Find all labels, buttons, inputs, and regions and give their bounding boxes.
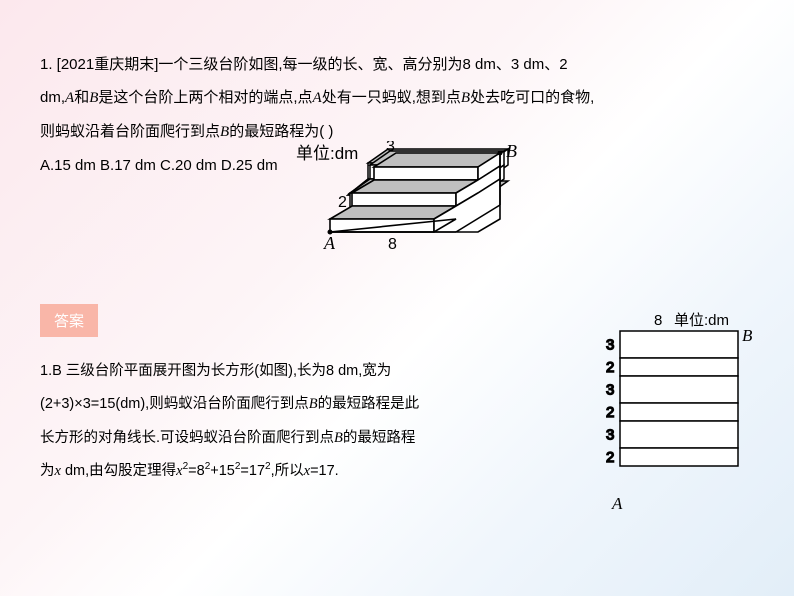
- unfold-diagram: 8 单位:dm 3 2 3 2 3 2 B A: [584, 311, 754, 516]
- svg-text:3: 3: [606, 382, 614, 399]
- svg-text:3: 3: [386, 141, 395, 155]
- svg-text:B: B: [742, 326, 753, 345]
- svg-text:2: 2: [338, 194, 347, 211]
- choices: A.15 dm B.17 dm C.20 dm D.25 dm: [40, 149, 278, 182]
- svg-text:B: B: [506, 141, 517, 161]
- svg-text:8: 8: [654, 312, 662, 329]
- svg-text:3: 3: [606, 337, 614, 354]
- svg-text:A: A: [611, 494, 623, 511]
- q-line2: dm,A和B是这个台阶上两个相对的端点,点A处有一只蚂蚁,想到点B处去吃可口的食…: [40, 81, 754, 115]
- q-line1: 1. [2021重庆期末]一个三级台阶如图,每一级的长、宽、高分别为8 dm、3…: [40, 48, 754, 81]
- answer-block: 1.B 三级台阶平面展开图为长方形(如图),长为8 dm,宽为 (2+3)×3=…: [40, 355, 560, 488]
- svg-text:2: 2: [606, 359, 614, 376]
- svg-text:2: 2: [606, 404, 614, 421]
- svg-text:单位:dm: 单位:dm: [674, 312, 729, 329]
- question-block: 1. [2021重庆期末]一个三级台阶如图,每一级的长、宽、高分别为8 dm、3…: [40, 48, 754, 149]
- svg-text:8: 8: [388, 236, 397, 253]
- svg-text:3: 3: [606, 427, 614, 444]
- unit-label: 单位:dm: [296, 144, 358, 163]
- svg-text:A: A: [323, 233, 336, 253]
- steps-diagram: 单位:dm: [278, 141, 538, 276]
- svg-text:2: 2: [606, 449, 614, 466]
- answer-label: 答案: [40, 304, 98, 337]
